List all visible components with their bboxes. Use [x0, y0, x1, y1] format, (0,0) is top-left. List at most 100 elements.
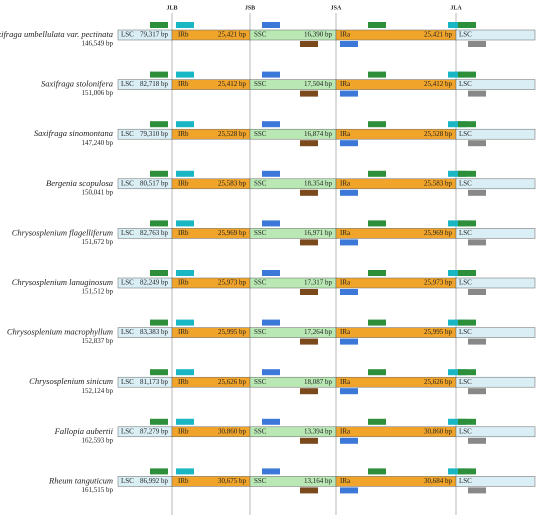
- gene-box: [458, 220, 476, 227]
- region-label: LSC: [459, 179, 472, 187]
- region-length: 25,626 bp: [218, 378, 247, 386]
- region-length: 17,504 bp: [304, 80, 333, 88]
- gene-box: [150, 170, 168, 177]
- gene-box: [448, 369, 466, 376]
- gene-box: [458, 270, 476, 276]
- gene-box: [300, 487, 318, 494]
- region-label: IRb: [178, 427, 189, 435]
- region-length: 25,412 bp: [218, 80, 247, 88]
- gene-box: [368, 418, 386, 425]
- gene-box: [300, 289, 318, 295]
- region-label: IRa: [340, 80, 351, 88]
- gene-box: [300, 189, 318, 196]
- region-length: 82,249 bp: [140, 279, 169, 287]
- gene-box: [176, 71, 194, 78]
- gene-box: [150, 220, 168, 227]
- region-length: 25,995 bp: [218, 328, 247, 336]
- gene-box: [262, 369, 280, 376]
- gene-box: [340, 487, 358, 494]
- region-length: 25,973 bp: [218, 279, 247, 287]
- region-length: 13,164 bp: [304, 477, 333, 485]
- region-length: 30,860 bp: [424, 427, 453, 435]
- gene-box: [176, 270, 194, 276]
- gene-box: [340, 41, 358, 47]
- region-label: LSC: [121, 378, 134, 386]
- region-bar: [455, 426, 536, 438]
- region-label: SSC: [254, 378, 267, 386]
- region-length: 16,874 bp: [304, 130, 333, 138]
- region-label: SSC: [254, 80, 267, 88]
- gene-box: [448, 220, 466, 227]
- gene-box: [368, 369, 386, 376]
- gene-box: [262, 418, 280, 425]
- genome-size: 150,041 bp: [82, 188, 114, 196]
- region-length: 25,626 bp: [424, 378, 453, 386]
- gene-box: [468, 338, 486, 345]
- region-label: IRa: [340, 130, 351, 138]
- region-length: 30,860 bp: [218, 427, 247, 435]
- region-label: LSC: [121, 130, 134, 138]
- genome-size: 152,124 bp: [82, 387, 114, 395]
- gene-box: [340, 437, 358, 444]
- region-length: 87,279 bp: [140, 427, 169, 435]
- region-label: IRa: [340, 427, 351, 435]
- region-bar: [455, 327, 536, 338]
- region-label: IRb: [178, 229, 189, 237]
- gene-box: [150, 270, 168, 276]
- gene-box: [262, 468, 280, 475]
- gene-box: [448, 270, 466, 276]
- gene-box: [300, 90, 318, 97]
- gene-box: [340, 189, 358, 196]
- gene-box: [458, 468, 476, 475]
- region-length: 25,421 bp: [424, 31, 453, 39]
- genome-size: 151,672 bp: [82, 238, 114, 246]
- region-bar: [455, 277, 536, 289]
- gene-box: [300, 239, 318, 246]
- gene-box: [458, 22, 476, 28]
- gene-box: [458, 71, 476, 78]
- region-length: 79,310 bp: [140, 130, 169, 138]
- species-name: Chrysosplenium sinicum: [29, 376, 113, 386]
- genome-size: 147,240 bp: [82, 139, 114, 147]
- gene-box: [468, 189, 486, 196]
- region-label: SSC: [254, 328, 267, 336]
- region-label: IRb: [178, 130, 189, 138]
- gene-box: [150, 319, 168, 326]
- region-label: SSC: [254, 229, 267, 237]
- region-length: 25,528 bp: [424, 130, 453, 138]
- region-label: IRb: [178, 328, 189, 336]
- junction-label: JLA: [450, 5, 462, 11]
- gene-box: [468, 437, 486, 444]
- region-label: SSC: [254, 31, 267, 39]
- gene-box: [300, 437, 318, 444]
- gene-box: [262, 121, 280, 128]
- gene-box: [448, 121, 466, 128]
- gene-box: [368, 220, 386, 227]
- gene-box: [150, 369, 168, 376]
- region-label: LSC: [121, 477, 134, 485]
- gene-box: [150, 418, 168, 425]
- region-label: IRa: [340, 31, 351, 39]
- region-length: 86,992 bp: [140, 477, 169, 485]
- region-label: LSC: [459, 427, 472, 435]
- genome-size: 152,837 bp: [82, 337, 114, 345]
- region-label: LSC: [121, 80, 134, 88]
- gene-box: [448, 71, 466, 78]
- region-bar: [455, 128, 536, 140]
- gene-box: [468, 289, 486, 295]
- region-bar: [455, 29, 536, 41]
- gene-box: [262, 270, 280, 276]
- gene-box: [458, 319, 476, 326]
- region-label: IRb: [178, 31, 189, 39]
- gene-box: [448, 418, 466, 425]
- genome-size: 146,549 bp: [82, 40, 114, 48]
- gene-box: [368, 270, 386, 276]
- region-length: 16,971 bp: [304, 229, 333, 237]
- region-label: IRa: [340, 229, 351, 237]
- region-label: LSC: [121, 179, 134, 187]
- region-label: SSC: [254, 130, 267, 138]
- region-label: SSC: [254, 477, 267, 485]
- species-name: Bergenia scopulosa: [46, 178, 113, 188]
- genome-size: 161,515 bp: [82, 486, 114, 494]
- region-length: 17,264 bp: [304, 328, 333, 336]
